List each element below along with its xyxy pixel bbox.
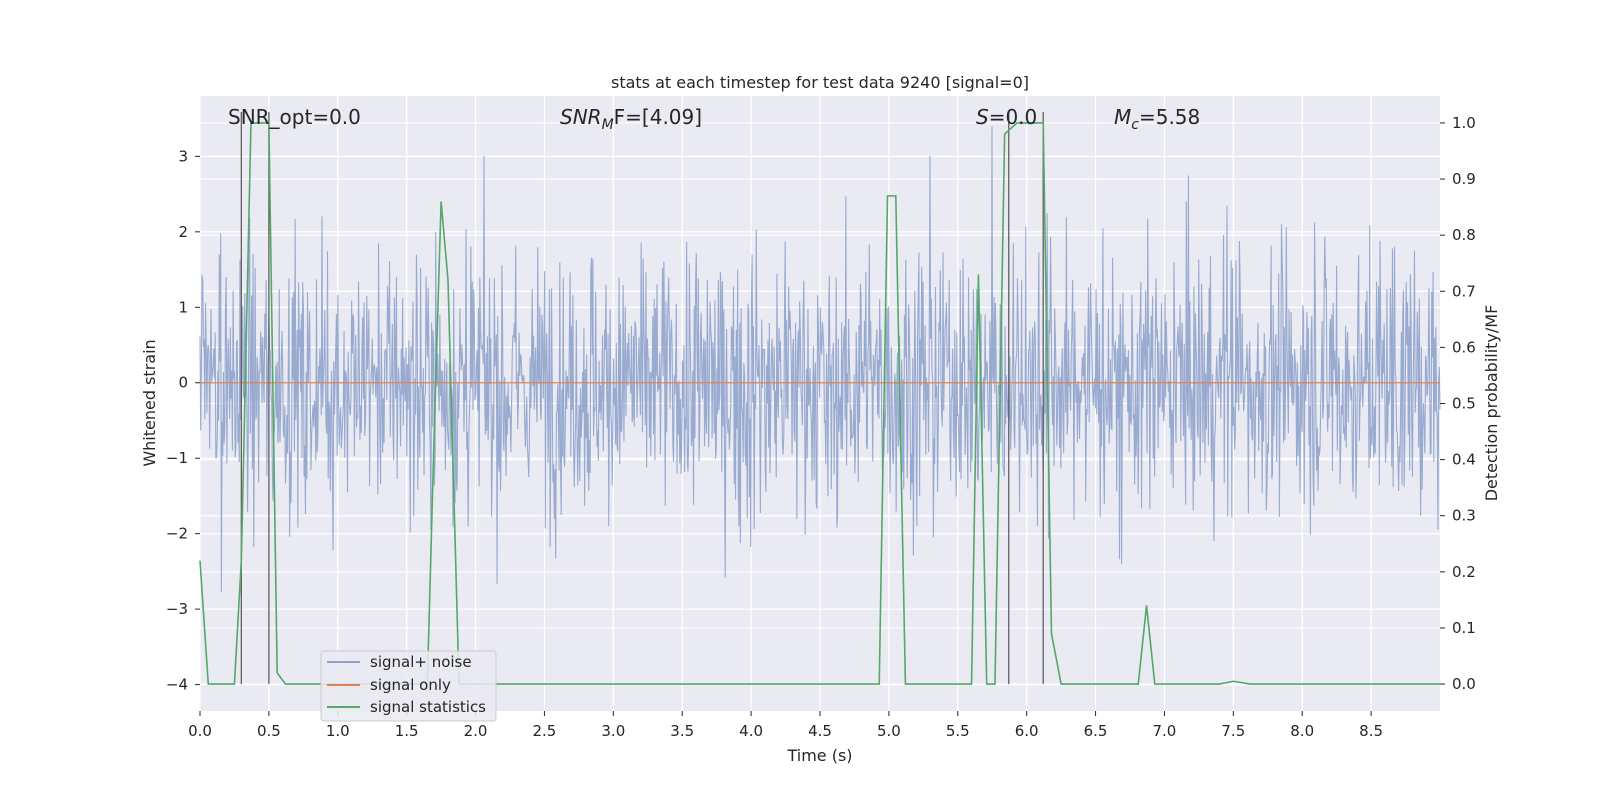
x-tick-label: 3.0 [601, 722, 625, 740]
legend: signal+ noise signal only signal statist… [320, 650, 497, 722]
annotation-s: S=0.0 [976, 105, 1037, 129]
annotation-snr-opt: SNR_opt=0.0 [228, 105, 361, 129]
y2-tick-label: 1.0 [1452, 114, 1476, 132]
x-tick-label: 7.5 [1221, 722, 1245, 740]
y2-tick-label: 0.2 [1452, 563, 1476, 581]
y2-tick-label: 0.5 [1452, 395, 1476, 413]
y2-tick-label: 0.3 [1452, 507, 1476, 525]
x-tick-label: 5.0 [877, 722, 901, 740]
x-tick-label: 5.5 [946, 722, 970, 740]
x-tick-label: 4.0 [739, 722, 763, 740]
legend-box [320, 650, 497, 722]
y-axis-label: Whitened strain [140, 339, 159, 466]
x-tick-label: 2.0 [464, 722, 488, 740]
y2-axis-label: Detection probability/MF [1482, 305, 1501, 502]
y2-tick-label: 0.4 [1452, 451, 1476, 469]
y-axis-ticks: 3 2 1 0 −1 −2 −3 −4 [166, 147, 200, 694]
x-tick-label: 4.5 [808, 722, 832, 740]
x-tick-label: 8.5 [1359, 722, 1383, 740]
legend-noise-label: signal+ noise [370, 653, 472, 671]
y-tick-label: −1 [166, 449, 188, 467]
x-tick-label: 6.0 [1015, 722, 1039, 740]
x-tick-label: 3.5 [670, 722, 694, 740]
y-tick-label: 3 [178, 147, 188, 165]
annotation-snr-mf: SNRMF=[4.09] [560, 105, 702, 133]
y-tick-label: 2 [178, 223, 188, 241]
y2-tick-label: 0.8 [1452, 226, 1476, 244]
legend-signal-label: signal only [370, 676, 451, 694]
x-tick-label: 0.0 [188, 722, 212, 740]
y2-tick-label: 0.0 [1452, 675, 1476, 693]
noise-series [199, 126, 1441, 593]
x-tick-label: 6.5 [1084, 722, 1108, 740]
y-tick-label: 1 [178, 298, 188, 316]
x-tick-label: 0.5 [257, 722, 281, 740]
y-tick-label: −2 [166, 525, 188, 543]
chart-title: stats at each timestep for test data 924… [611, 73, 1029, 92]
noise-trace [199, 126, 1441, 593]
annotation-mc: Mc=5.58 [1114, 105, 1200, 133]
legend-stats-label: signal statistics [370, 698, 486, 716]
vertical-markers [240, 112, 1044, 685]
y-tick-label: 0 [178, 374, 188, 392]
x-axis-label: Time (s) [786, 746, 852, 765]
y2-axis-ticks: 1.0 0.9 0.8 0.7 0.6 0.5 0.4 0.3 0.2 0.1 0.0 [1440, 114, 1476, 693]
x-tick-label: 2.5 [533, 722, 557, 740]
y-tick-label: −4 [166, 676, 188, 694]
y-tick-label: −3 [166, 600, 188, 618]
x-tick-label: 1.0 [326, 722, 350, 740]
y2-tick-label: 0.6 [1452, 338, 1476, 356]
x-tick-label: 1.5 [395, 722, 419, 740]
x-axis-ticks: 0.0 0.5 1.0 1.5 2.0 2.5 3.0 3.5 4.0 4.5 5.0 5.5 6.0 6… [188, 711, 1383, 740]
signal-statistics-line [199, 122, 1440, 685]
y2-tick-label: 0.7 [1452, 282, 1476, 300]
x-tick-label: 8.0 [1290, 722, 1314, 740]
x-tick-label: 7.0 [1153, 722, 1177, 740]
y2-tick-label: 0.1 [1452, 619, 1476, 637]
y2-tick-label: 0.9 [1452, 170, 1476, 188]
